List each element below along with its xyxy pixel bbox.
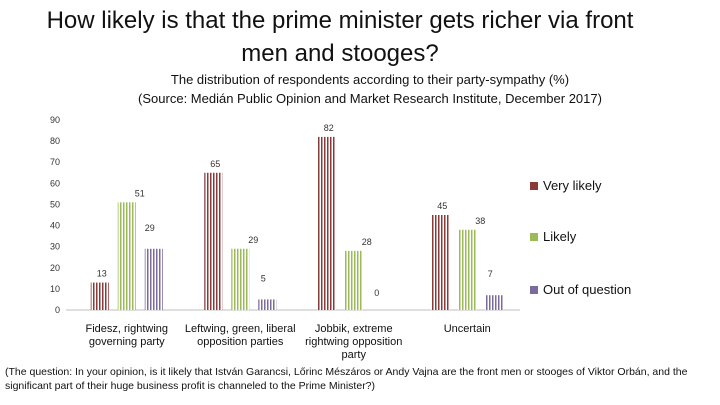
bar-out-of-question [258,299,277,310]
legend-label: Out of question [543,282,631,297]
y-tick-label: 10 [50,284,60,294]
y-tick-label: 40 [50,221,60,231]
data-label: 65 [210,159,220,169]
subtitle-line-1: The distribution of respondents accordin… [170,72,570,87]
category-label: Fidesz, rightwing governing party [85,323,168,348]
data-label: 82 [324,123,334,133]
data-label: 28 [362,237,372,247]
bar-likely [344,250,363,310]
bar-very-likely [317,136,336,310]
bar-likely [231,248,250,310]
y-tick-label: 90 [50,115,60,125]
y-tick-label: 70 [50,157,60,167]
legend-label: Very likely [543,178,602,193]
subtitle-line-2: (Source: Medián Public Opinion and Marke… [138,91,602,106]
y-tick-label: 80 [50,136,60,146]
category-label: Jobbik, extreme rightwing opposition party [305,323,402,361]
y-tick-label: 60 [50,178,60,188]
chart-subtitle: The distribution of respondents accordin… [60,70,680,108]
chart-title: How likely is that the prime minister ge… [46,7,634,67]
y-tick-label: 0 [55,305,60,315]
data-label: 0 [374,288,379,298]
y-tick-label: 50 [50,199,60,209]
legend-swatch [530,286,538,294]
y-tick-label: 30 [50,242,60,252]
legend-swatch [530,182,538,190]
bar-likely [458,229,477,310]
data-label: 7 [488,269,493,279]
legend-swatch [530,233,538,241]
bar-very-likely [90,282,109,310]
data-label: 29 [248,235,258,245]
data-label: 5 [261,273,266,283]
data-label: 13 [97,269,107,279]
bar-very-likely [204,172,223,310]
bar-out-of-question [485,295,504,310]
category-label: Leftwing, green, liberal opposition parti… [185,323,296,348]
y-tick-label: 20 [50,263,60,273]
bar-very-likely [431,215,450,310]
data-label: 51 [135,188,145,198]
bar-out-of-question [144,248,163,310]
category-label: Uncertain [444,323,491,335]
data-label: 38 [475,216,485,226]
footnote: (The question: In your opinion, is it li… [5,366,688,392]
bar-likely [117,202,136,310]
data-label: 45 [437,201,447,211]
legend-label: Likely [543,229,577,244]
data-label: 29 [145,223,155,233]
